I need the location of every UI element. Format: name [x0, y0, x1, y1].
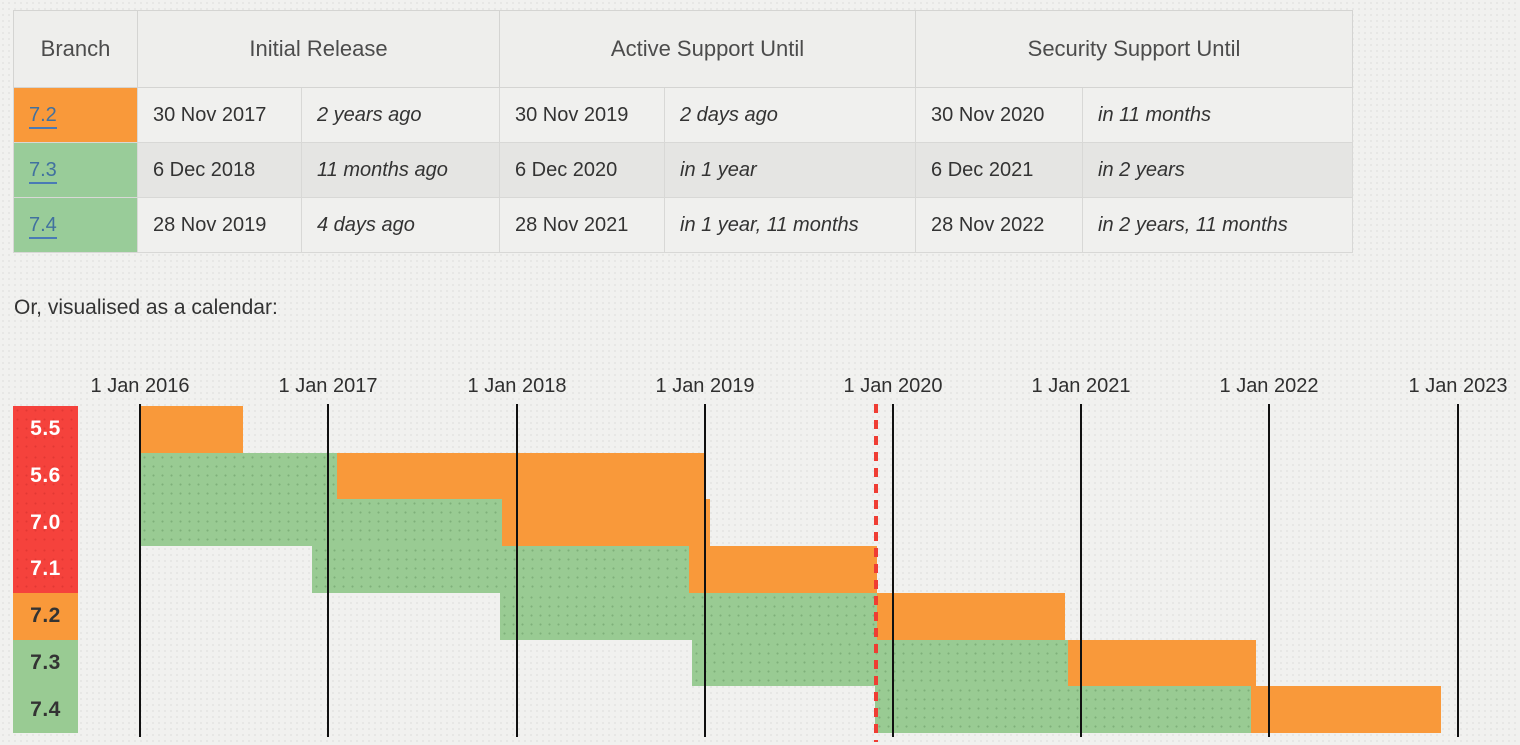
gantt-bar-active-7.2 — [500, 592, 877, 640]
today-line — [874, 404, 878, 742]
gantt-bar-active-7.0 — [140, 499, 502, 547]
branch-cell-7-3: 7.3 — [13, 142, 138, 198]
year-tick-label: 1 Jan 2019 — [655, 375, 755, 397]
initial-release-relative: 4 days ago — [301, 197, 500, 253]
branch-label-7.4: 7.4 — [13, 686, 78, 733]
initial-release-relative: 11 months ago — [301, 142, 500, 198]
year-tick-label: 1 Jan 2018 — [467, 375, 567, 397]
initial-release-date: 30 Nov 2017 — [137, 87, 302, 143]
year-tick-label: 1 Jan 2016 — [90, 375, 190, 397]
branch-link-7-3[interactable]: 7.3 — [29, 158, 57, 184]
header-initial-release: Initial Release — [137, 10, 500, 88]
active-until-date: 6 Dec 2020 — [499, 142, 665, 198]
security-until-date: 6 Dec 2021 — [915, 142, 1084, 198]
active-until-relative: in 1 year — [663, 142, 917, 198]
year-gridline — [1080, 404, 1082, 737]
year-gridline — [516, 404, 518, 737]
table-row: 7.2 30 Nov 2017 2 years ago 30 Nov 2019 … — [13, 87, 1354, 143]
security-until-date: 30 Nov 2020 — [915, 87, 1084, 143]
gantt-bar-active-7.1 — [312, 546, 689, 593]
gantt-bar-security-5.5 — [140, 406, 243, 453]
security-until-relative: in 2 years — [1082, 142, 1354, 198]
initial-release-date: 6 Dec 2018 — [137, 142, 302, 198]
header-security-support: Security Support Until — [915, 10, 1354, 88]
gantt-bar-active-7.3 — [692, 639, 1068, 687]
security-until-relative: in 2 years, 11 months — [1082, 197, 1354, 253]
security-until-relative: in 11 months — [1082, 87, 1354, 143]
support-table: Branch Initial Release Active Support Un… — [13, 10, 1354, 253]
year-tick-label: 1 Jan 2022 — [1219, 375, 1319, 397]
gantt-bar-security-7.4 — [1251, 686, 1441, 733]
branch-label-7.0: 7.0 — [13, 499, 78, 547]
table-header-row: Branch Initial Release Active Support Un… — [13, 10, 1354, 88]
year-gridline — [892, 404, 894, 737]
year-tick-label: 1 Jan 2023 — [1408, 375, 1508, 397]
gantt-bar-security-7.0 — [502, 499, 710, 547]
gantt-bar-security-5.6 — [337, 452, 705, 500]
year-gridline — [704, 404, 706, 737]
active-until-relative: 2 days ago — [663, 87, 917, 143]
gantt-bar-security-7.1 — [689, 546, 877, 593]
branch-link-7-2[interactable]: 7.2 — [29, 103, 57, 129]
branch-label-5.6: 5.6 — [13, 452, 78, 500]
year-tick-label: 1 Jan 2017 — [278, 375, 378, 397]
active-until-date: 28 Nov 2021 — [499, 197, 665, 253]
year-tick-label: 1 Jan 2020 — [843, 375, 943, 397]
year-gridline — [1268, 404, 1270, 737]
gantt-bar-security-7.2 — [877, 592, 1065, 640]
year-gridline — [1457, 404, 1459, 737]
branch-link-7-4[interactable]: 7.4 — [29, 213, 57, 239]
table-row: 7.4 28 Nov 2019 4 days ago 28 Nov 2021 i… — [13, 197, 1354, 253]
branch-cell-7-4: 7.4 — [13, 197, 138, 253]
year-tick-label: 1 Jan 2021 — [1031, 375, 1131, 397]
security-until-date: 28 Nov 2022 — [915, 197, 1084, 253]
calendar-chart: 5.5 5.6 7.0 7.1 7.2 7.3 7.4 1 Jan 2016 1 Jan 201… — [0, 360, 1520, 745]
table-row: 7.3 6 Dec 2018 11 months ago 6 Dec 2020 … — [13, 142, 1354, 198]
header-active-support: Active Support Until — [498, 10, 917, 88]
branch-label-5.5: 5.5 — [13, 406, 78, 453]
calendar-heading: Or, visualised as a calendar: — [14, 296, 278, 319]
gantt-bar-active-7.4 — [875, 686, 1251, 733]
active-until-date: 30 Nov 2019 — [499, 87, 665, 143]
branch-label-7.2: 7.2 — [13, 592, 78, 640]
active-until-relative: in 1 year, 11 months — [663, 197, 917, 253]
year-gridline — [139, 404, 141, 737]
year-gridline — [327, 404, 329, 737]
initial-release-relative: 2 years ago — [301, 87, 500, 143]
initial-release-date: 28 Nov 2019 — [137, 197, 302, 253]
gantt-bar-active-5.6 — [140, 452, 337, 500]
gantt-bar-security-7.3 — [1068, 639, 1256, 687]
branch-label-7.1: 7.1 — [13, 546, 78, 593]
branch-label-7.3: 7.3 — [13, 639, 78, 687]
header-branch: Branch — [13, 10, 138, 88]
branch-cell-7-2: 7.2 — [13, 87, 138, 143]
